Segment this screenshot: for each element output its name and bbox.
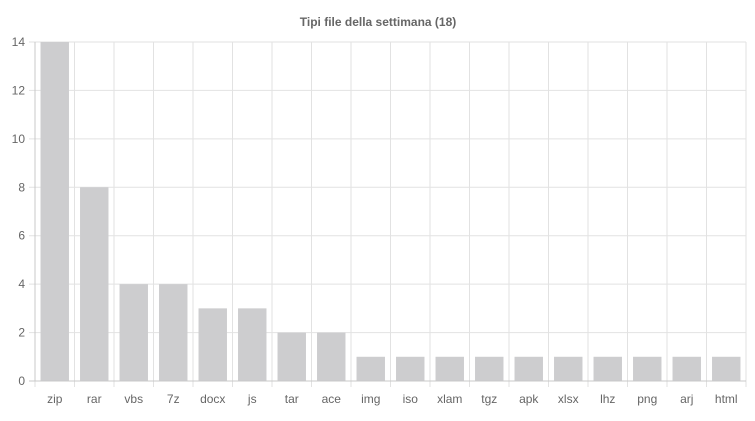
y-tick-label: 4 [18, 277, 25, 291]
bar-html[interactable] [712, 356, 741, 381]
label-layer: 0 2 4 6 8 10 12 14 zip rar vbs 7z docx js tar ace img iso… [12, 35, 738, 406]
bar-rar[interactable] [80, 187, 109, 381]
x-tick-label: img [361, 392, 380, 406]
x-tick-label: tgz [481, 392, 497, 406]
y-tick-label: 8 [18, 180, 25, 194]
bar-arj[interactable] [672, 356, 701, 381]
y-tick-label: 0 [18, 374, 25, 388]
bar-ace[interactable] [317, 332, 346, 381]
bar-zip[interactable] [40, 42, 69, 381]
bar-tgz[interactable] [475, 356, 504, 381]
x-tick-label: iso [403, 392, 419, 406]
y-tick-label: 10 [12, 132, 26, 146]
x-tick-label: xlam [437, 392, 462, 406]
y-tick-label: 6 [18, 229, 25, 243]
bar-layer [40, 42, 741, 381]
axis-layer [29, 42, 746, 382]
bar-img[interactable] [356, 356, 385, 381]
x-tick-label: vbs [124, 392, 143, 406]
x-tick-label: apk [519, 392, 539, 406]
bar-xlsx[interactable] [554, 356, 583, 381]
bar-js[interactable] [238, 308, 267, 381]
y-tick-label: 14 [12, 35, 26, 49]
bar-xlam[interactable] [435, 356, 464, 381]
bar-docx[interactable] [198, 308, 227, 381]
x-tick-label: zip [47, 392, 63, 406]
bar-lhz[interactable] [593, 356, 622, 381]
x-tick-label: ace [322, 392, 342, 406]
bar-tar[interactable] [277, 332, 306, 381]
bar-vbs[interactable] [119, 284, 148, 381]
x-tick-label: arj [680, 392, 693, 406]
x-tick-label: lhz [600, 392, 615, 406]
bar-png[interactable] [633, 356, 662, 381]
x-tick-label: png [637, 392, 657, 406]
chart-title: Tipi file della settimana (18) [300, 15, 457, 29]
bar-iso[interactable] [396, 356, 425, 381]
x-tick-label: js [247, 392, 257, 406]
bar-apk[interactable] [514, 356, 543, 381]
x-tick-label: docx [200, 392, 225, 406]
y-tick-label: 12 [12, 83, 26, 97]
x-tick-label: xlsx [558, 392, 579, 406]
x-tick-label: 7z [167, 392, 180, 406]
x-tick-label: html [715, 392, 738, 406]
grid-layer [29, 41, 747, 387]
x-tick-label: rar [87, 392, 102, 406]
y-tick-label: 2 [18, 326, 25, 340]
bar-7z[interactable] [159, 284, 188, 381]
x-tick-label: tar [285, 392, 299, 406]
